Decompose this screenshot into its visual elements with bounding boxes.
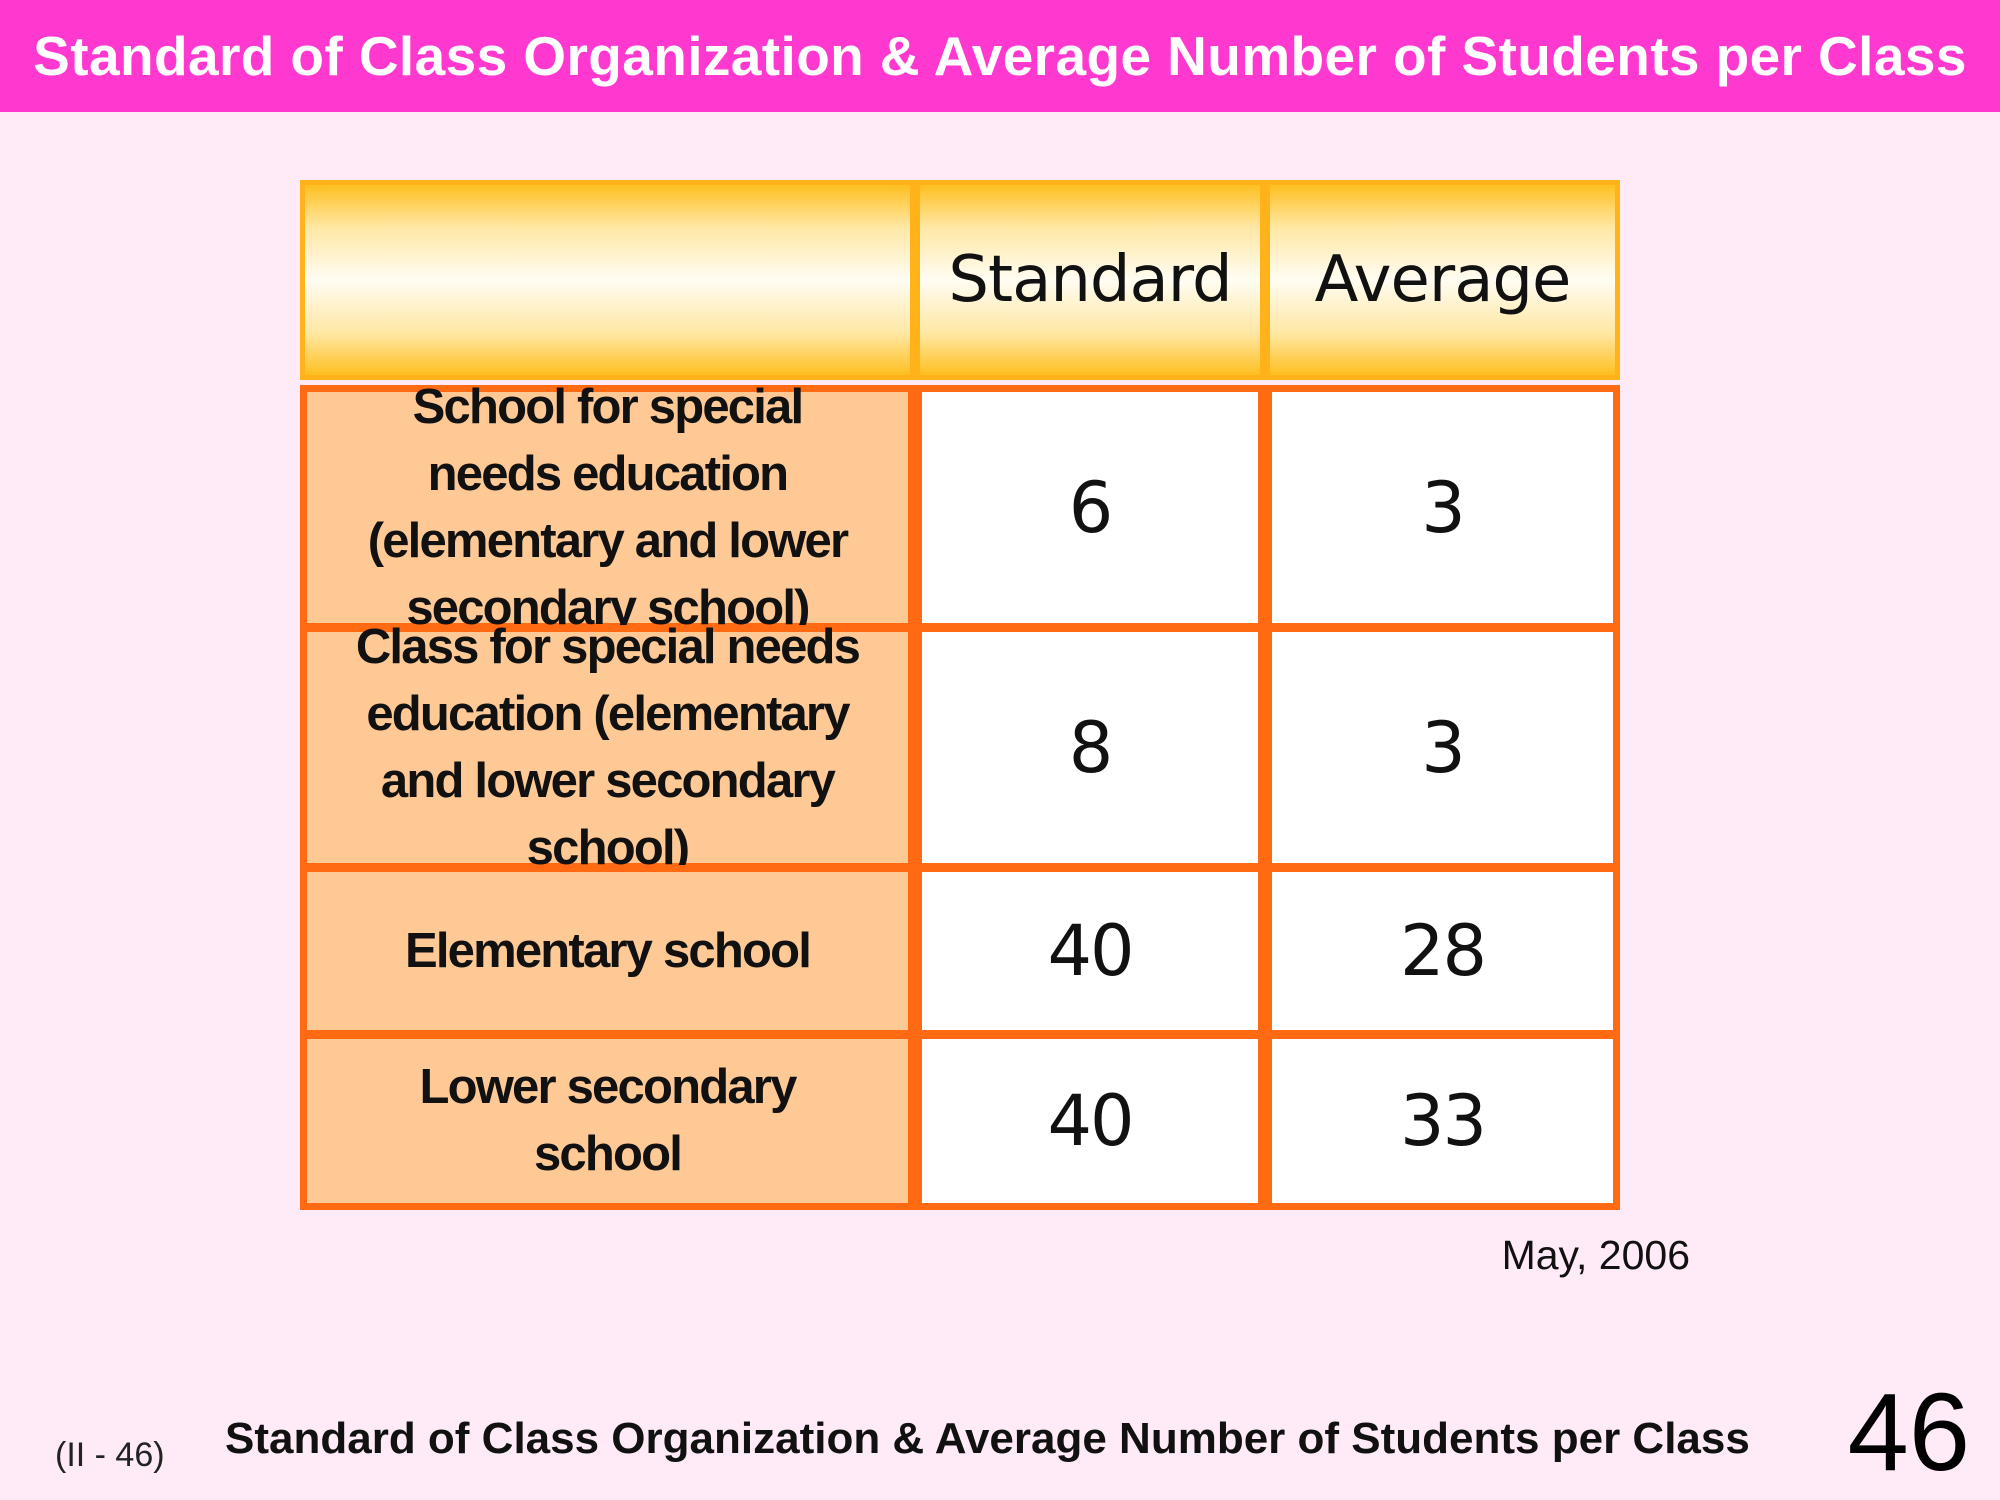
table-cell-standard: 40 — [915, 1032, 1265, 1210]
footer-section-code: (II - 46) — [55, 1436, 165, 1474]
table-row-label: Class for special needs education (eleme… — [300, 620, 915, 875]
table-row-label: Lower secondary school — [300, 1032, 915, 1210]
table-cell-standard: 40 — [915, 865, 1265, 1037]
table-row-label: School for special needs education (elem… — [300, 380, 915, 635]
table-row-label: Elementary school — [300, 865, 915, 1037]
table-header-empty — [300, 180, 915, 380]
table-cell-average: 3 — [1265, 385, 1620, 630]
table-cell-standard: 8 — [915, 625, 1265, 870]
table-row: Elementary school 40 28 — [300, 865, 1620, 1037]
table-cell-average: 28 — [1265, 865, 1620, 1037]
page-title: Standard of Class Organization & Average… — [0, 0, 2000, 112]
table-row: Lower secondary school 40 33 — [300, 1032, 1620, 1210]
table-header-average: Average — [1265, 180, 1620, 380]
table-header-row: Standard Average — [300, 180, 1620, 380]
footer-title: Standard of Class Organization & Average… — [225, 1414, 1750, 1463]
table-cell-average: 33 — [1265, 1032, 1620, 1210]
table-header-standard: Standard — [915, 180, 1265, 380]
date-note: May, 2006 — [1501, 1232, 1690, 1278]
table-cell-standard: 6 — [915, 385, 1265, 630]
table-cell-average: 3 — [1265, 625, 1620, 870]
page-number: 46 — [1847, 1371, 1970, 1494]
table-row: Class for special needs education (eleme… — [300, 620, 1620, 875]
table-row: School for special needs education (elem… — [300, 380, 1620, 635]
class-organization-table: Standard Average School for special need… — [300, 180, 1620, 1210]
